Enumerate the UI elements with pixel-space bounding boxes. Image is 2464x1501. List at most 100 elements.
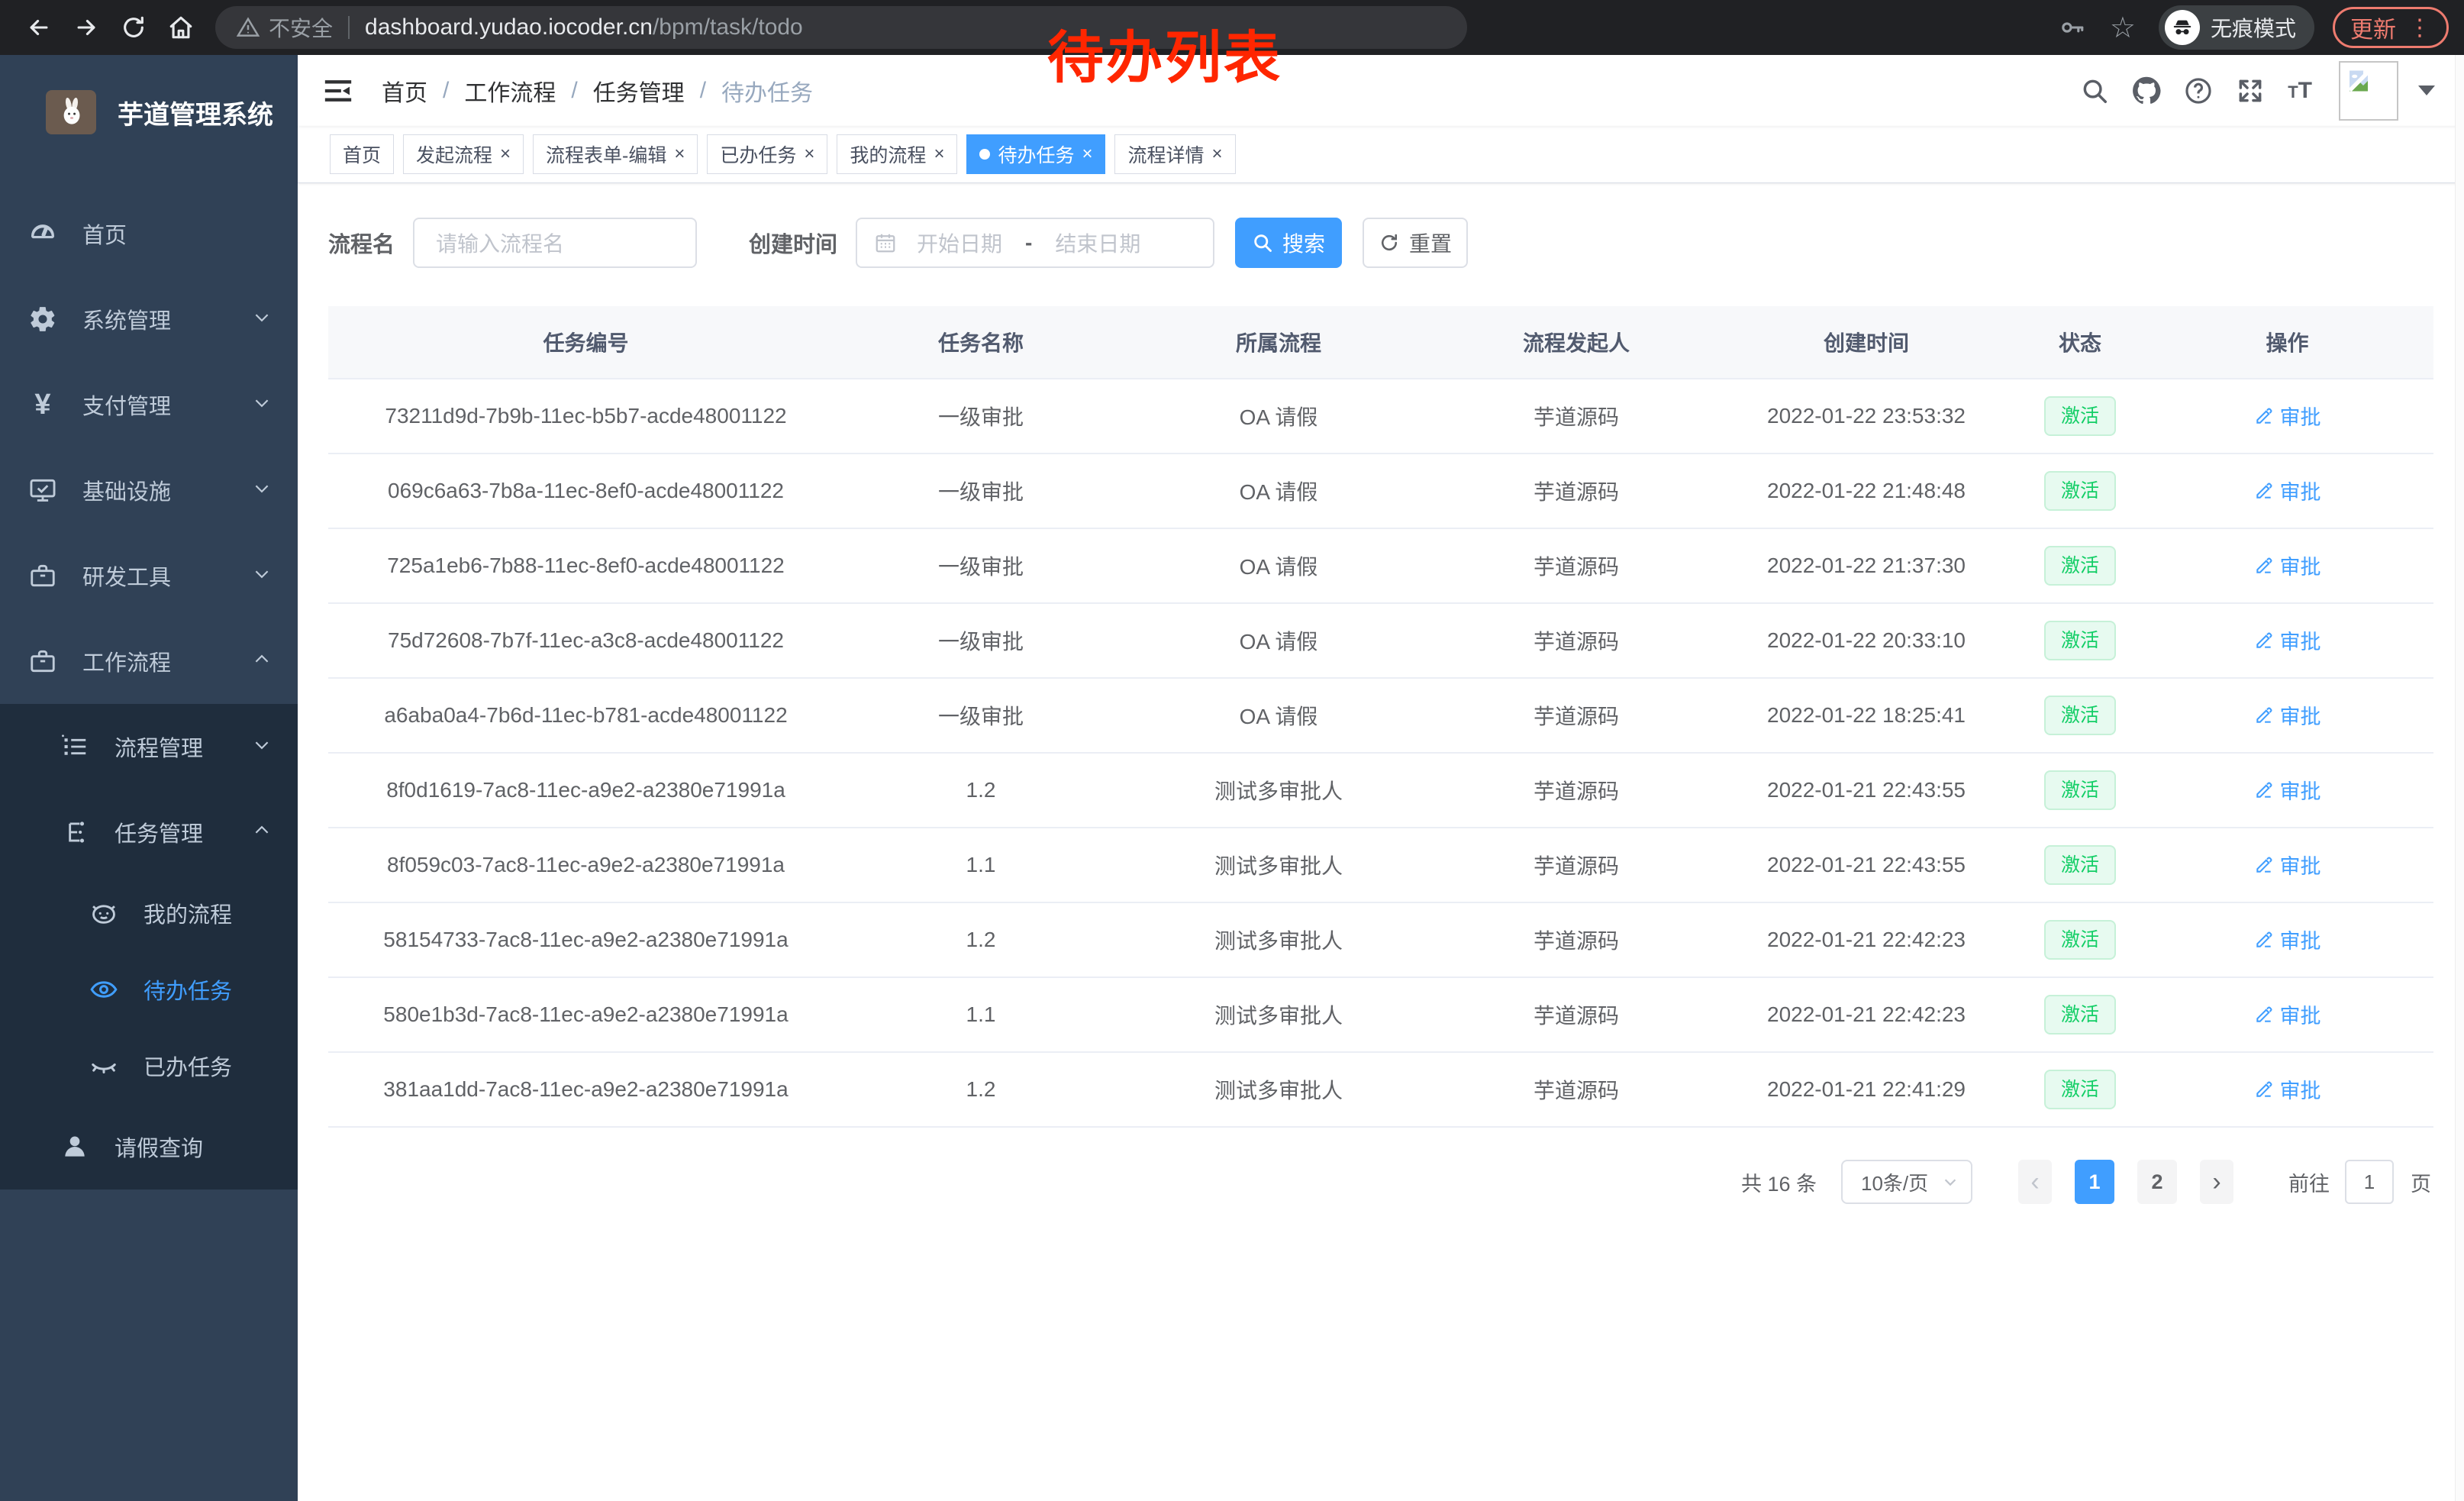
back-icon[interactable] bbox=[15, 4, 63, 51]
cell-task-name: 一级审批 bbox=[843, 454, 1118, 529]
column-starter: 流程发起人 bbox=[1439, 306, 1714, 379]
sidebar-collapse-icon[interactable] bbox=[321, 73, 356, 108]
tab-close-icon[interactable]: × bbox=[500, 144, 511, 164]
sidebar-item-leave-query[interactable]: 请假查询 bbox=[0, 1104, 298, 1190]
page-scrollbar[interactable] bbox=[2455, 55, 2464, 1501]
table-row: 75d72608-7b7f-11ec-a3c8-acde48001122 一级审… bbox=[328, 603, 2433, 679]
key-icon[interactable] bbox=[2059, 15, 2085, 40]
sidebar-item-todo-tasks[interactable]: 待办任务 bbox=[0, 951, 298, 1028]
chevron-down-icon bbox=[252, 479, 272, 502]
sidebar-item-system[interactable]: 系统管理 bbox=[0, 276, 298, 362]
cell-process: 测试多审批人 bbox=[1118, 828, 1439, 903]
reset-button[interactable]: 重置 bbox=[1363, 218, 1469, 268]
navbar-actions: TT bbox=[2069, 60, 2446, 121]
sidebar-item-workflow[interactable]: 工作流程 bbox=[0, 618, 298, 704]
cell-starter: 芋道源码 bbox=[1439, 977, 1714, 1053]
bookmark-star-icon[interactable]: ☆ bbox=[2109, 11, 2136, 44]
sidebar-item-task-management[interactable]: 任务管理 bbox=[0, 789, 298, 875]
browser-update-button[interactable]: 更新 ⋮ bbox=[2333, 7, 2449, 48]
avatar-caret-icon[interactable] bbox=[2418, 86, 2435, 95]
approve-link[interactable]: 审批 bbox=[2254, 775, 2321, 805]
tab[interactable]: 流程表单-编辑 × bbox=[533, 134, 698, 174]
table-row: 381aa1dd-7ac8-11ec-a9e2-a2380e71991a 1.2… bbox=[328, 1052, 2433, 1128]
approve-link[interactable]: 审批 bbox=[2254, 401, 2321, 431]
approve-link[interactable]: 审批 bbox=[2254, 625, 2321, 655]
total-count: 共 16 条 bbox=[1740, 1172, 1817, 1196]
sidebar-item-my-process[interactable]: 我的流程 bbox=[0, 875, 298, 951]
cell-starter: 芋道源码 bbox=[1439, 603, 1714, 679]
page-button-2[interactable]: 2 bbox=[2137, 1160, 2177, 1204]
search-button[interactable]: 搜索 bbox=[1235, 218, 1343, 268]
help-icon[interactable] bbox=[2184, 76, 2213, 105]
tab[interactable]: 我的流程 × bbox=[837, 134, 958, 174]
status-badge: 激活 bbox=[2043, 845, 2116, 885]
tab-active-dot bbox=[979, 149, 991, 160]
tab-close-icon[interactable]: × bbox=[1211, 144, 1223, 164]
approve-link[interactable]: 审批 bbox=[2254, 550, 2321, 580]
approve-link[interactable]: 审批 bbox=[2254, 476, 2321, 505]
github-icon[interactable] bbox=[2132, 76, 2161, 105]
next-page-button[interactable]: › bbox=[2200, 1160, 2233, 1204]
prev-page-button[interactable]: ‹ bbox=[2018, 1160, 2052, 1204]
search-icon[interactable] bbox=[2080, 76, 2109, 105]
task-table: 任务编号 任务名称 所属流程 流程发起人 创建时间 状态 操作 73211d9d… bbox=[328, 306, 2433, 1128]
home-icon[interactable] bbox=[157, 4, 205, 51]
font-size-icon[interactable]: TT bbox=[2288, 77, 2312, 103]
sidebar-item-home[interactable]: 首页 bbox=[0, 191, 298, 276]
cell-starter: 芋道源码 bbox=[1439, 678, 1714, 754]
cell-starter: 芋道源码 bbox=[1439, 753, 1714, 828]
approve-link[interactable]: 审批 bbox=[2254, 700, 2321, 730]
logo-image bbox=[46, 90, 96, 134]
approve-link[interactable]: 审批 bbox=[2254, 1074, 2321, 1104]
reload-icon[interactable] bbox=[110, 4, 157, 51]
breadcrumb-task-management[interactable]: 任务管理 bbox=[592, 80, 685, 106]
avatar[interactable] bbox=[2339, 60, 2398, 121]
process-name-input[interactable]: 请输入流程名 bbox=[413, 218, 698, 268]
gear-icon bbox=[26, 305, 60, 334]
logo-row[interactable]: 芋道管理系统 bbox=[0, 55, 298, 169]
cell-starter: 芋道源码 bbox=[1439, 828, 1714, 903]
cell-process: 测试多审批人 bbox=[1118, 902, 1439, 978]
tab[interactable]: 流程详情 × bbox=[1114, 134, 1236, 174]
cell-created: 2022-01-21 22:43:55 bbox=[1714, 753, 2019, 828]
cell-created: 2022-01-22 21:37:30 bbox=[1714, 528, 2019, 604]
breadcrumb-workflow[interactable]: 工作流程 bbox=[464, 80, 556, 106]
date-range-picker[interactable]: 开始日期 - 结束日期 bbox=[856, 218, 1215, 268]
forward-icon[interactable] bbox=[63, 4, 110, 51]
table-row: 8f059c03-7ac8-11ec-a9e2-a2380e71991a 1.1… bbox=[328, 828, 2433, 903]
tab-close-icon[interactable]: × bbox=[674, 144, 685, 164]
tab-close-icon[interactable]: × bbox=[934, 144, 945, 164]
sidebar-item-dev-tools[interactable]: 研发工具 bbox=[0, 533, 298, 618]
approve-link[interactable]: 审批 bbox=[2254, 850, 2321, 880]
tab-close-icon[interactable]: × bbox=[1082, 144, 1093, 164]
tab-close-icon[interactable]: × bbox=[804, 144, 815, 164]
goto-page-input[interactable]: 1 bbox=[2345, 1160, 2394, 1204]
browser-menu-dots-icon[interactable]: ⋮ bbox=[2408, 15, 2431, 40]
tab[interactable]: 已办任务 × bbox=[707, 134, 828, 174]
start-date-placeholder[interactable]: 开始日期 bbox=[917, 232, 1003, 256]
breadcrumb-home[interactable]: 首页 bbox=[382, 80, 427, 106]
tab[interactable]: 发起流程 × bbox=[403, 134, 524, 174]
fullscreen-icon[interactable] bbox=[2236, 76, 2265, 105]
approve-link[interactable]: 审批 bbox=[2254, 925, 2321, 954]
sidebar-item-infrastructure[interactable]: 基础设施 bbox=[0, 447, 298, 533]
sidebar-item-done-tasks[interactable]: 已办任务 bbox=[0, 1028, 298, 1104]
edit-pen-icon bbox=[2256, 1006, 2272, 1022]
content: 流程名 请输入流程名 创建时间 开始日期 - 结束日期 搜索 重置 bbox=[298, 183, 2464, 1501]
tab[interactable]: 待办任务 × bbox=[966, 134, 1106, 174]
table-row: a6aba0a4-7b6d-11ec-b781-acde48001122 一级审… bbox=[328, 678, 2433, 754]
sidebar: 芋道管理系统 首页 系统管理 ¥ 支付管理 基础设施 bbox=[0, 55, 298, 1501]
status-badge: 激活 bbox=[2043, 920, 2116, 960]
sidebar-item-payment[interactable]: ¥ 支付管理 bbox=[0, 362, 298, 447]
security-label: 不安全 bbox=[269, 17, 334, 40]
incognito-label: 无痕模式 bbox=[2210, 17, 2296, 40]
sidebar-item-process-management[interactable]: 流程管理 bbox=[0, 704, 298, 789]
approve-link[interactable]: 审批 bbox=[2254, 999, 2321, 1029]
page-size-select[interactable]: 10条/页 bbox=[1841, 1160, 1972, 1204]
page-button-1[interactable]: 1 bbox=[2075, 1160, 2114, 1204]
end-date-placeholder[interactable]: 结束日期 bbox=[1055, 232, 1141, 256]
filter-form: 流程名 请输入流程名 创建时间 开始日期 - 结束日期 搜索 重置 bbox=[328, 218, 2433, 268]
list-icon bbox=[58, 732, 92, 761]
tab[interactable]: 首页× bbox=[330, 134, 395, 174]
address-bar[interactable]: 不安全 dashboard.yudao.iocoder.cn/bpm/task/… bbox=[215, 6, 1467, 49]
